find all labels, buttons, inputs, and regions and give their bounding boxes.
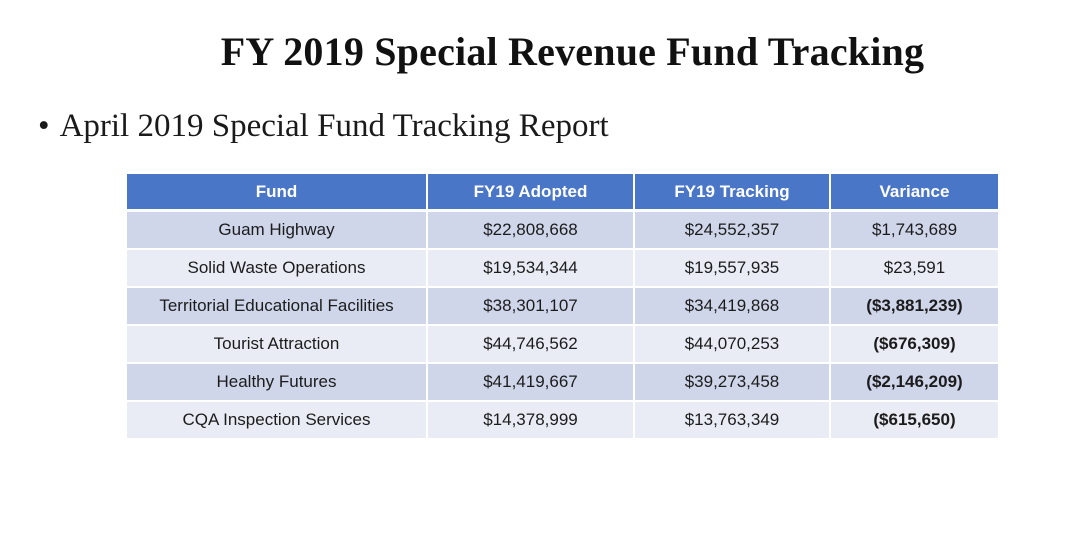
table-row: Territorial Educational Facilities $38,3… [127, 287, 998, 326]
cell-tracking: $19,557,935 [634, 249, 831, 288]
header-fy19-adopted: FY19 Adopted [427, 174, 635, 212]
cell-variance: ($2,146,209) [830, 363, 998, 402]
cell-fund: Guam Highway [127, 210, 428, 250]
cell-variance: $1,743,689 [830, 210, 998, 250]
cell-adopted: $41,419,667 [427, 363, 635, 402]
cell-variance: ($615,650) [830, 401, 998, 440]
cell-fund: Solid Waste Operations [127, 249, 428, 288]
cell-adopted: $14,378,999 [427, 401, 635, 440]
header-fund: Fund [127, 174, 428, 212]
table-row: CQA Inspection Services $14,378,999 $13,… [127, 401, 998, 440]
bullet-text: April 2019 Special Fund Tracking Report [59, 108, 609, 144]
header-variance: Variance [830, 174, 998, 212]
fund-tracking-table: Fund FY19 Adopted FY19 Tracking Variance… [127, 174, 998, 440]
cell-adopted: $19,534,344 [427, 249, 635, 288]
table-row: Tourist Attraction $44,746,562 $44,070,2… [127, 325, 998, 364]
cell-tracking: $13,763,349 [634, 401, 831, 440]
table-row: Solid Waste Operations $19,534,344 $19,5… [127, 249, 998, 288]
header-fy19-tracking: FY19 Tracking [634, 174, 831, 212]
cell-variance: ($3,881,239) [830, 287, 998, 326]
cell-tracking: $39,273,458 [634, 363, 831, 402]
slide-title: FY 2019 Special Revenue Fund Tracking [220, 29, 925, 74]
cell-tracking: $34,419,868 [634, 287, 831, 326]
cell-fund: Healthy Futures [127, 363, 428, 402]
table-row: Guam Highway $22,808,668 $24,552,357 $1,… [127, 210, 998, 250]
cell-fund: CQA Inspection Services [127, 401, 428, 440]
table-header-row: Fund FY19 Adopted FY19 Tracking Variance [127, 174, 998, 212]
cell-adopted: $38,301,107 [427, 287, 635, 326]
bullet-dot-icon: • [38, 108, 50, 144]
cell-fund: Territorial Educational Facilities [127, 287, 428, 326]
cell-tracking: $44,070,253 [634, 325, 831, 364]
table-row: Healthy Futures $41,419,667 $39,273,458 … [127, 363, 998, 402]
cell-adopted: $22,808,668 [427, 210, 635, 250]
cell-fund: Tourist Attraction [127, 325, 428, 364]
cell-adopted: $44,746,562 [427, 325, 635, 364]
bullet-item: • April 2019 Special Fund Tracking Report [38, 108, 609, 145]
cell-variance: ($676,309) [830, 325, 998, 364]
cell-variance: $23,591 [830, 249, 998, 288]
cell-tracking: $24,552,357 [634, 210, 831, 250]
